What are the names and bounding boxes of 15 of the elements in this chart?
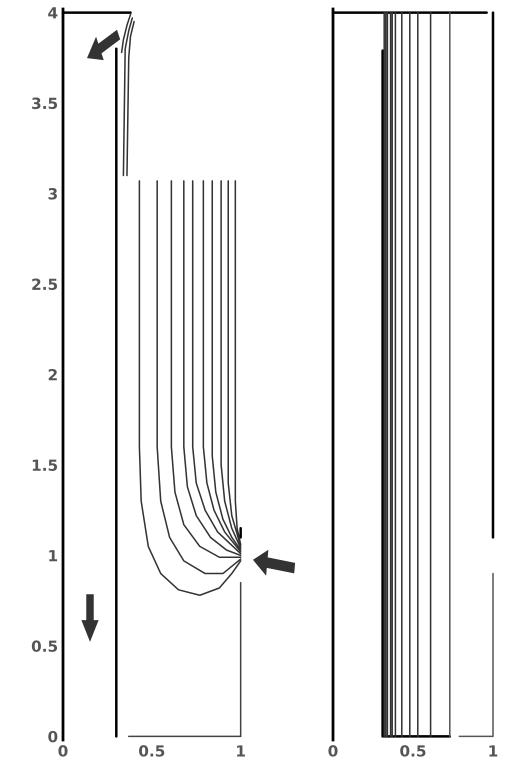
x-tick-label: 0.5: [400, 745, 426, 757]
y-tick-label: 0: [48, 730, 58, 742]
y-tick-label: 3: [48, 188, 57, 200]
x-tick-label: 1: [237, 745, 245, 756]
x-tick-label: 0: [58, 745, 68, 757]
x-tick-label: 0: [328, 745, 338, 757]
x-tick-label: 0.5: [139, 745, 164, 757]
x-tick-label: 1: [489, 745, 498, 756]
y-tick-label: 0.5: [32, 640, 58, 652]
y-tick-label: 2.5: [32, 278, 58, 290]
y-tick-label: 4: [48, 7, 58, 18]
y-tick-label: 1.5: [32, 460, 58, 471]
y-tick-label: 2: [48, 368, 57, 380]
y-tick-label: 1: [49, 550, 58, 562]
y-tick-label: 3.5: [32, 98, 58, 110]
